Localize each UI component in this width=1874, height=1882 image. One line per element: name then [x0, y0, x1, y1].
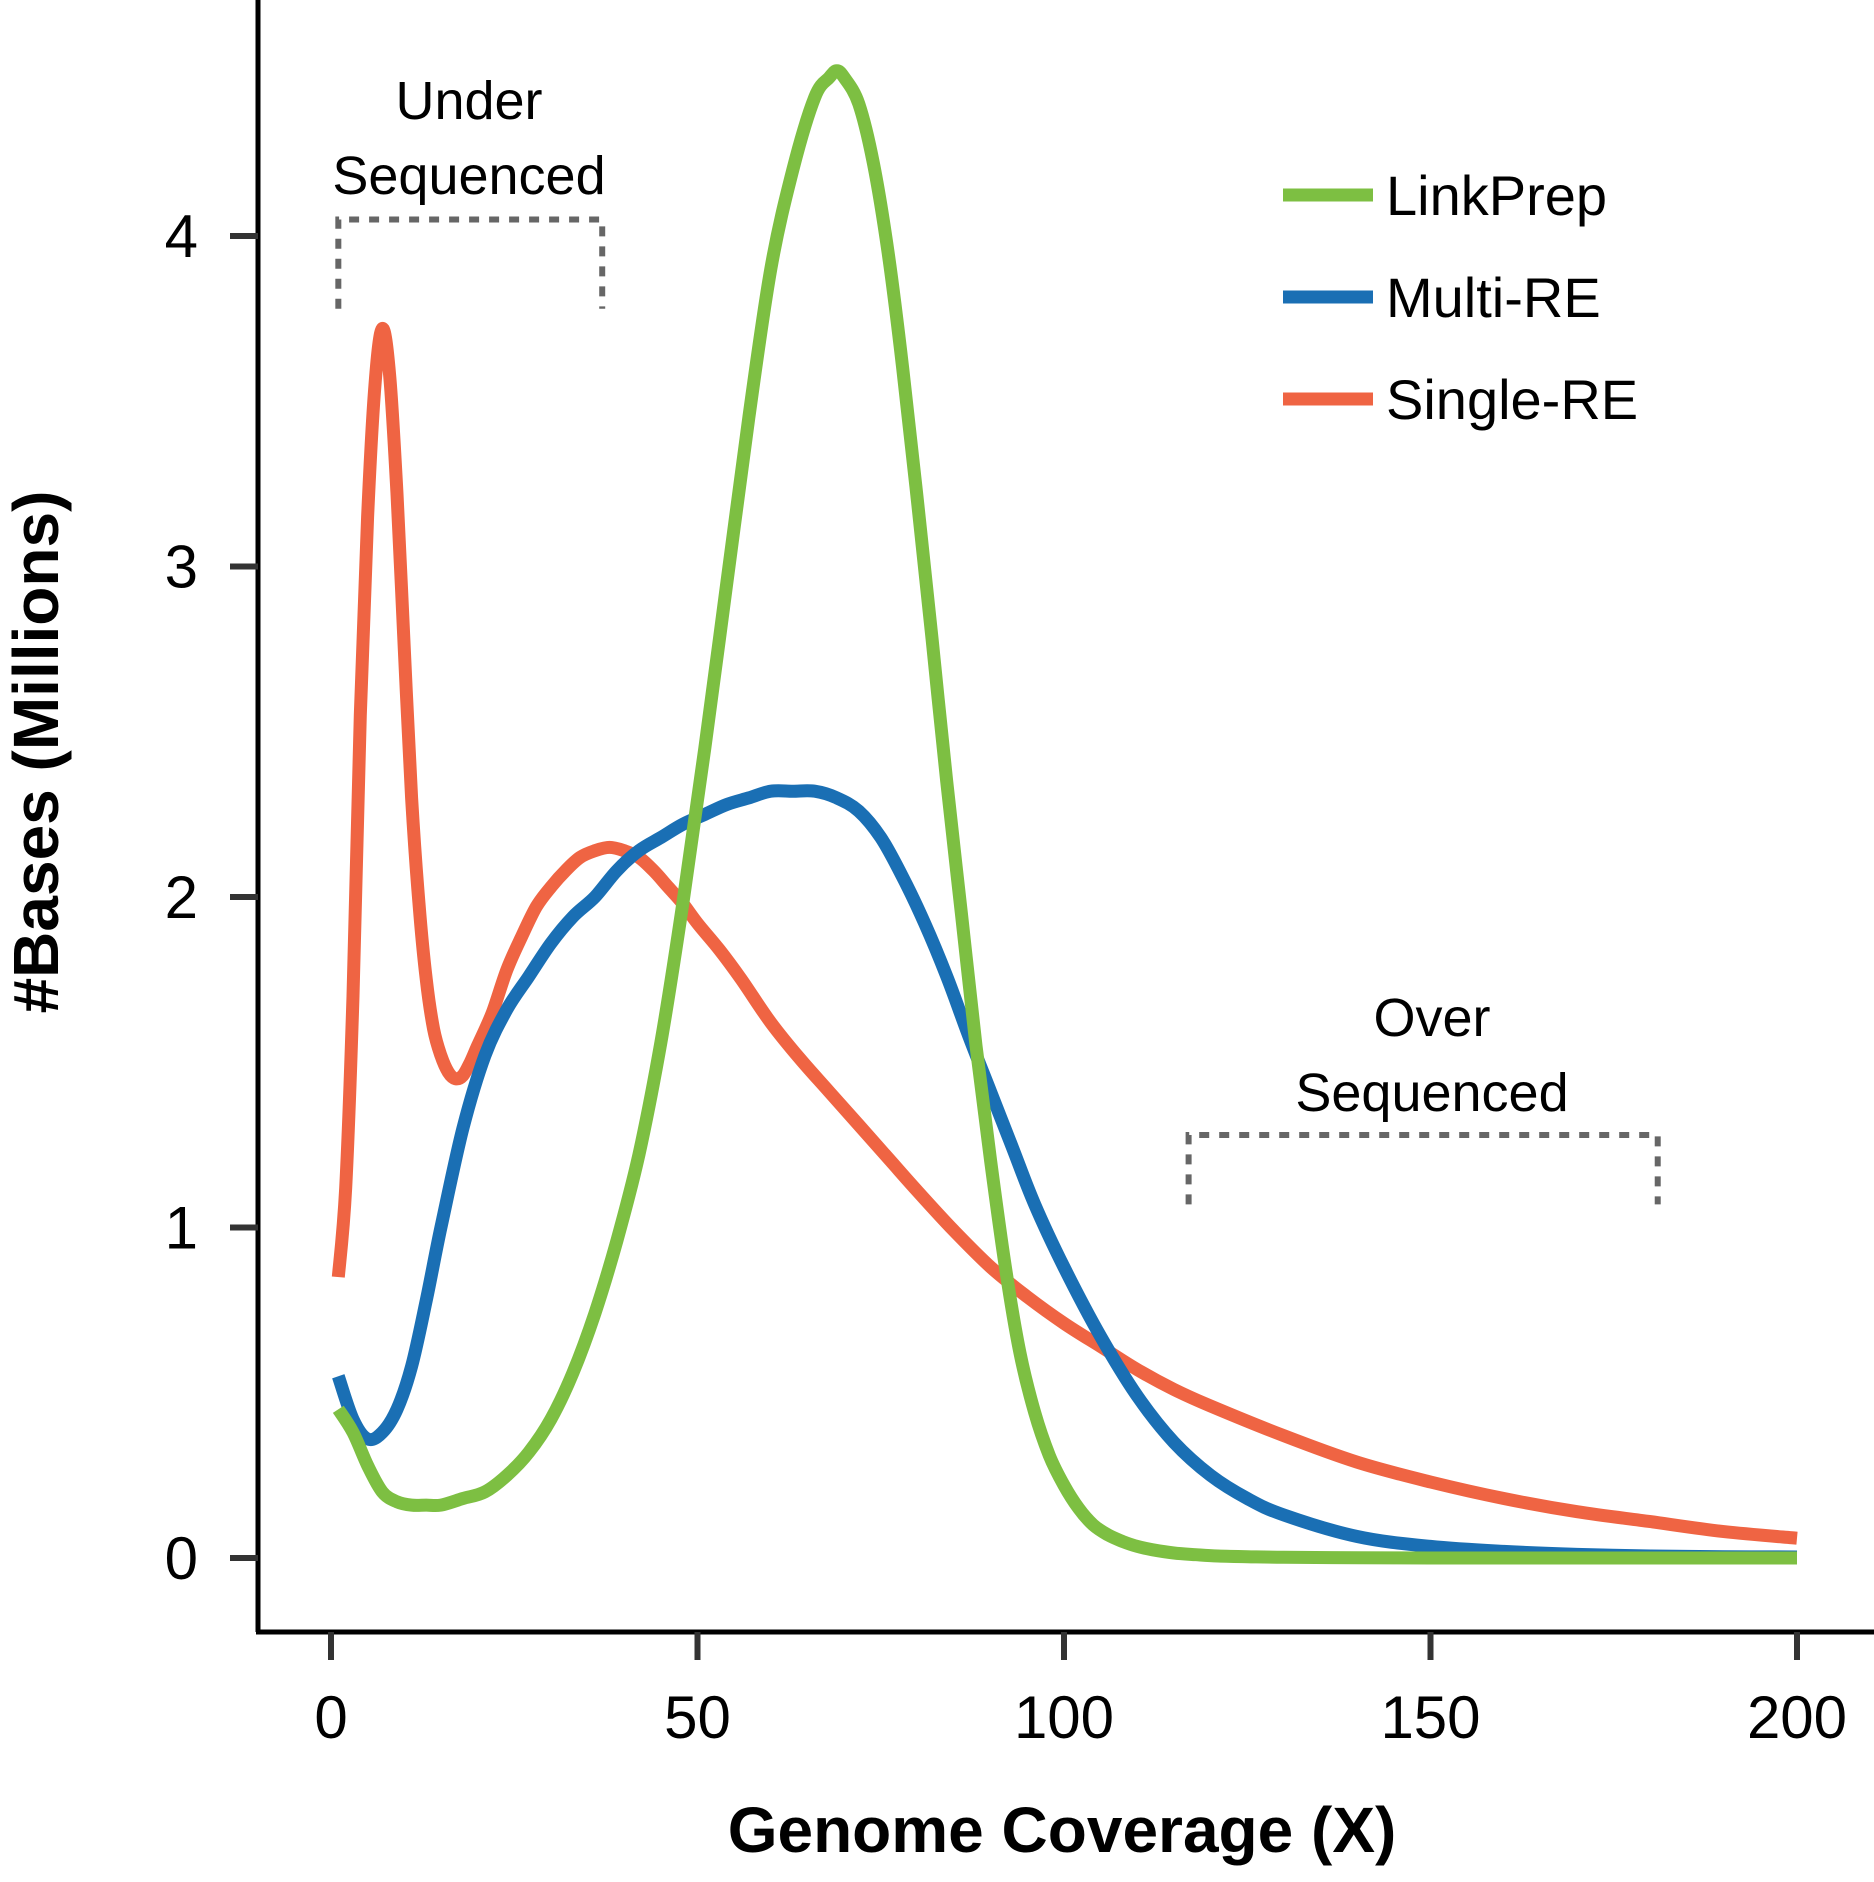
y-tick-label: 1 — [165, 1195, 198, 1262]
x-axis-title: Genome Coverage (X) — [728, 1794, 1397, 1866]
annotation-label: Over — [1373, 988, 1490, 1048]
x-tick-label: 50 — [664, 1684, 731, 1751]
x-tick-label: 100 — [1014, 1684, 1114, 1751]
y-axis-title: #Bases (Millions) — [0, 491, 72, 1014]
y-tick-label: 3 — [165, 534, 198, 601]
x-axis-ticks: 0 50 100 150 200 — [314, 1632, 1847, 1751]
annotation-label: Sequenced — [1295, 1063, 1568, 1123]
legend-label-single-re: Single-RE — [1386, 368, 1638, 431]
legend-label-linkprep: LinkPrep — [1386, 164, 1607, 227]
legend-label-multi-re: Multi-RE — [1386, 266, 1601, 329]
annotation-label: Under — [395, 71, 542, 131]
series-line-multi-re — [332, 784, 1798, 1564]
x-tick-label: 200 — [1747, 1684, 1847, 1751]
annotation-bracket — [1185, 1131, 1661, 1205]
x-tick-label: 150 — [1380, 1684, 1480, 1751]
chart-axes — [255, 0, 1874, 1635]
y-tick-label: 2 — [165, 864, 198, 931]
chart-legend: LinkPrep Multi-RE Single-RE — [1283, 164, 1638, 431]
series-line-linkprep — [332, 64, 1797, 1565]
y-tick-label: 0 — [165, 1525, 198, 1592]
y-axis-ticks: 0 1 2 3 4 — [165, 203, 258, 1592]
chart-series-group — [331, 64, 1798, 1565]
series-line-single-re — [331, 321, 1798, 1545]
annotation-bracket — [335, 216, 606, 309]
x-tick-label: 0 — [314, 1684, 347, 1751]
chart-annotations: Under Sequenced Over Sequenced — [332, 71, 1661, 1205]
y-tick-label: 4 — [165, 203, 198, 270]
annotation-label: Sequenced — [332, 146, 605, 206]
